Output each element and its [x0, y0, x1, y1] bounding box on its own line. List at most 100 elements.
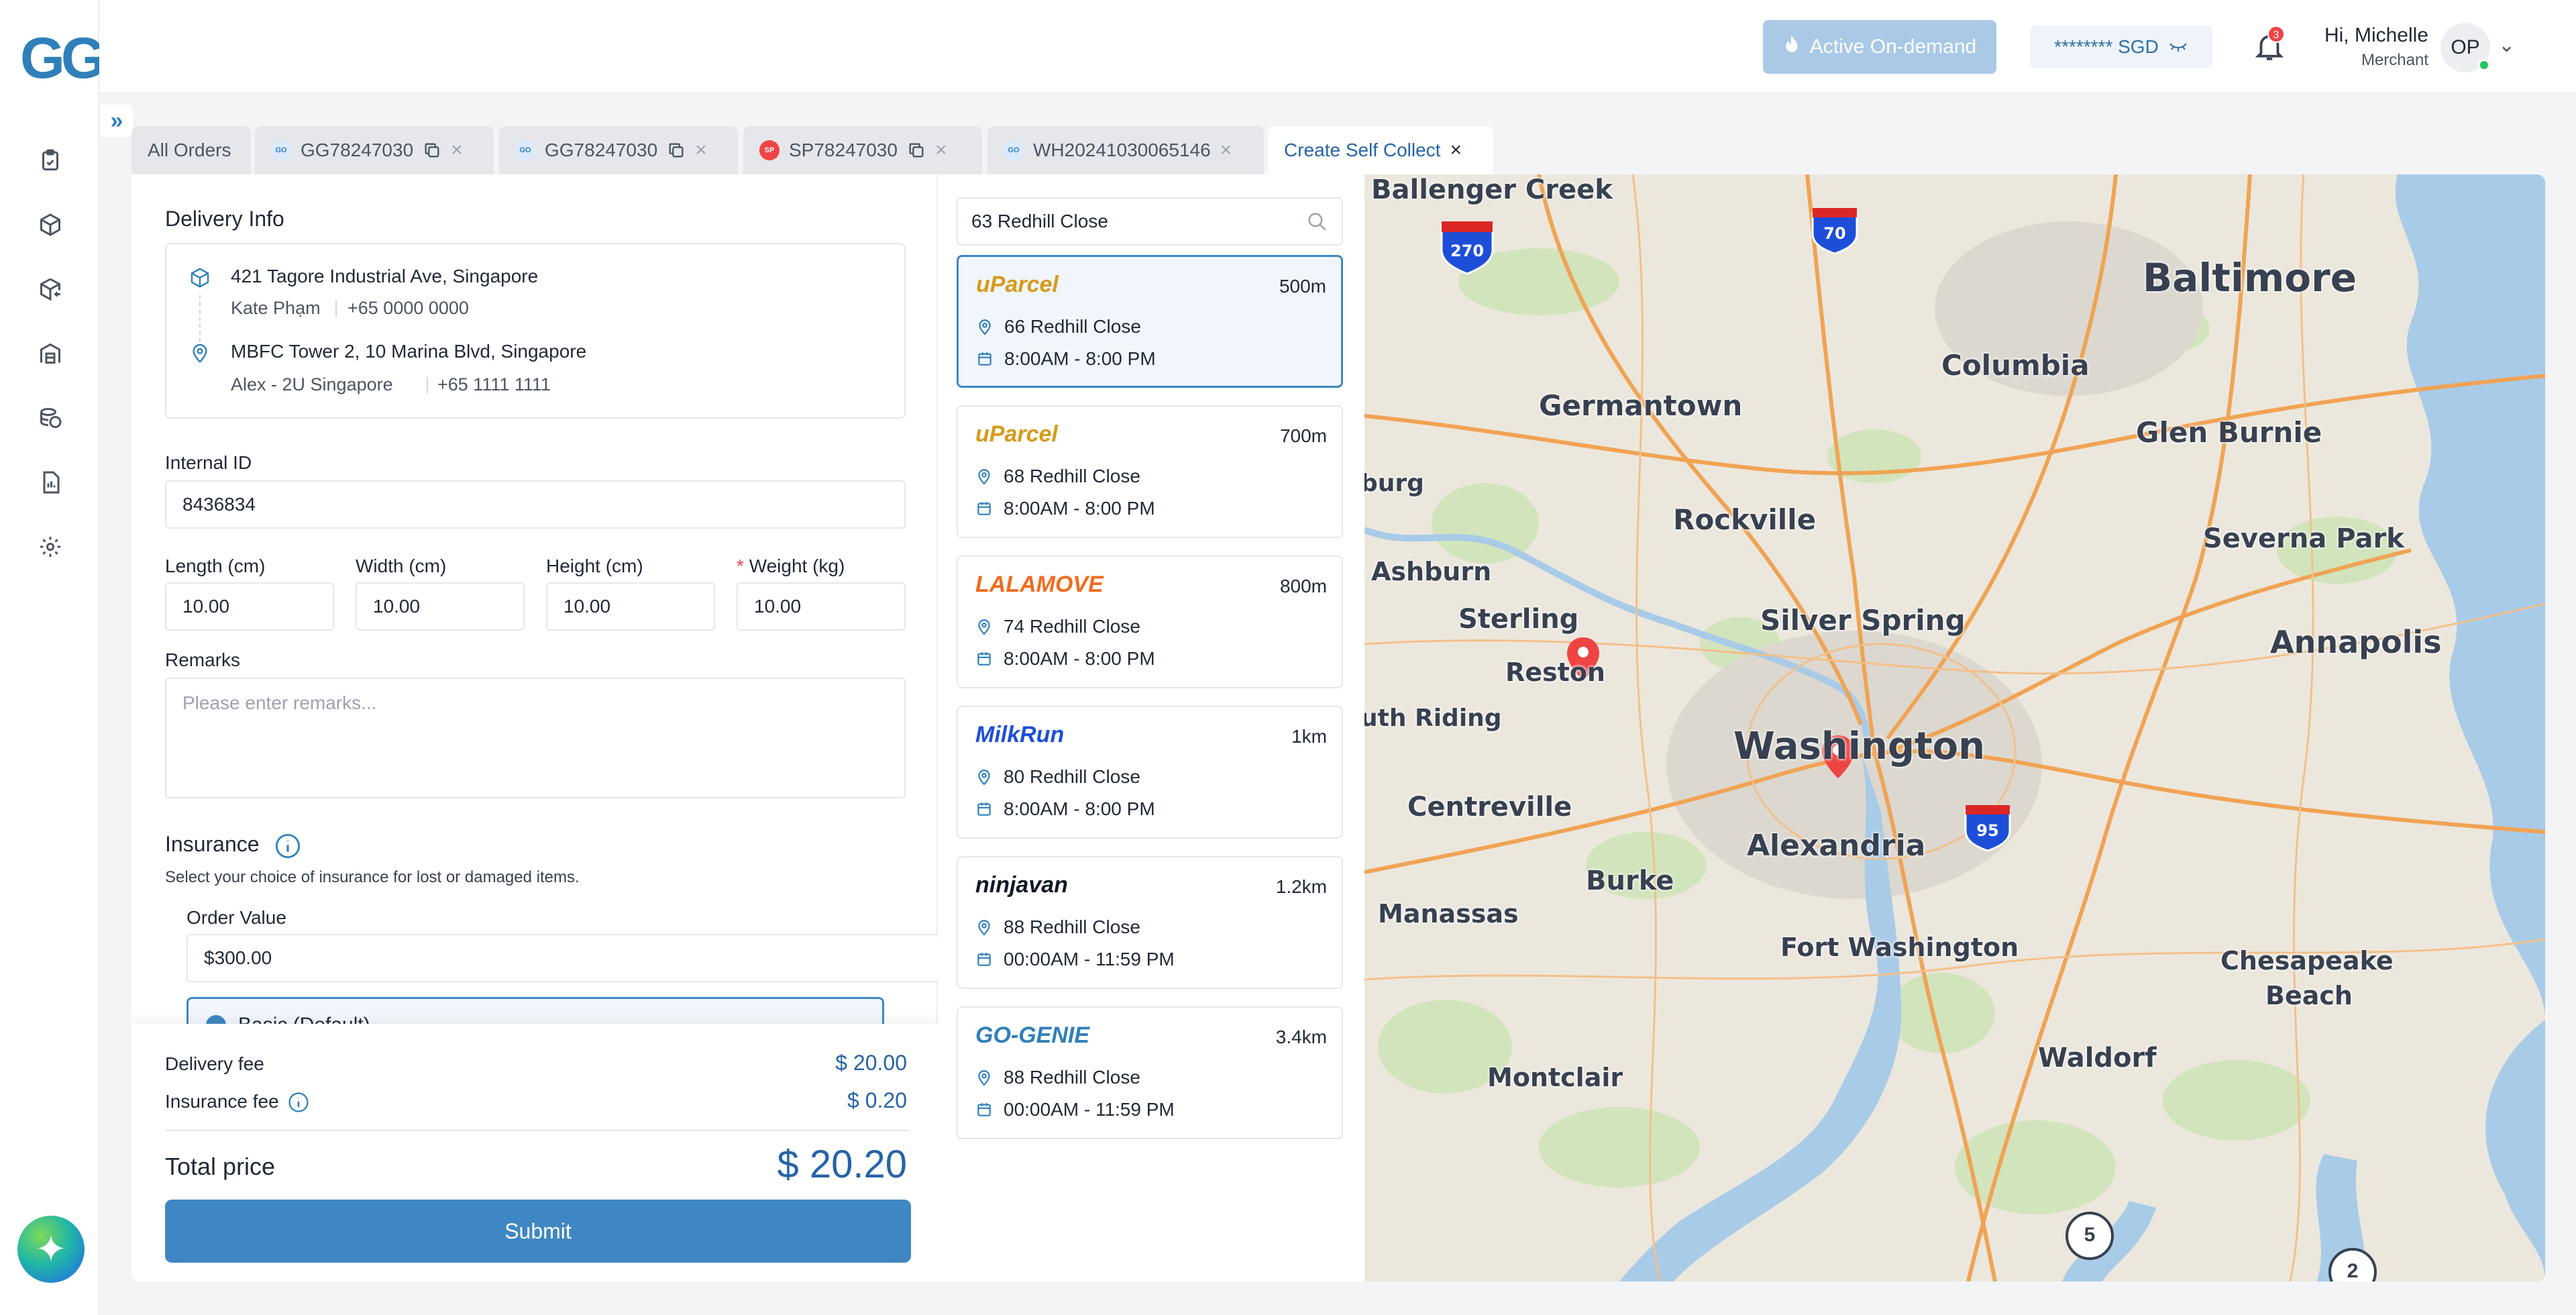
copy-icon[interactable] — [907, 141, 926, 160]
order-value-input[interactable] — [186, 934, 938, 982]
map-place-label: Waldorf — [2038, 1043, 2157, 1073]
point-hours-row: 00:00AM - 11:59 PM — [975, 1099, 1175, 1120]
point-address: 74 Redhill Close — [1004, 616, 1140, 637]
search-icon[interactable] — [1305, 210, 1328, 233]
package-icon[interactable] — [36, 211, 64, 239]
collect-point-card[interactable]: LALAMOVE 800m 74 Redhill Close 8:00AM - 8:0… — [957, 556, 1343, 688]
tab-order-wh20241030065146[interactable]: GO WH20241030065146 × — [987, 126, 1264, 174]
cluster-markers — [2065, 1212, 2377, 1281]
tab-create-self-collect[interactable]: Create Self Collect × — [1268, 126, 1493, 174]
map-place-label: Glen Burnie — [2136, 416, 2322, 449]
width-input[interactable] — [356, 582, 525, 631]
report-icon[interactable] — [36, 468, 64, 496]
tab-all-orders[interactable]: All Orders — [131, 126, 251, 174]
package-return-icon[interactable] — [36, 275, 64, 303]
cluster-count[interactable]: 2 — [2347, 1260, 2359, 1281]
package-icon — [191, 268, 209, 288]
finance-icon[interactable] — [36, 404, 64, 432]
tab-label: WH20241030065146 — [1033, 140, 1211, 160]
cluster-count[interactable]: 5 — [2084, 1224, 2096, 1246]
point-address-row: 88 Redhill Close — [975, 916, 1140, 938]
internal-id-input[interactable] — [165, 480, 906, 529]
calendar-icon — [977, 652, 991, 666]
tab-order-sp78247030[interactable]: SP SP78247030 × — [743, 126, 982, 174]
point-hours: 00:00AM - 11:59 PM — [1004, 1099, 1175, 1120]
location-pin-icon — [978, 619, 990, 635]
submit-button[interactable]: Submit — [165, 1200, 911, 1263]
collect-point-card[interactable]: MilkRun 1km 80 Redhill Close 8:00AM - 8:00 … — [957, 706, 1343, 839]
collect-point-card[interactable]: uParcel 500m 66 Redhill Close 8:00AM - 8:00… — [957, 255, 1343, 388]
copy-icon[interactable] — [667, 141, 686, 160]
settings-icon[interactable] — [36, 533, 64, 561]
delivery-address-box: 421 Tagore Industrial Ave, Singapore Kat… — [165, 243, 906, 419]
close-icon[interactable]: × — [934, 139, 947, 161]
tab-order-gg78247030-2[interactable]: GO GG78247030 × — [499, 126, 738, 174]
map-place-label: Washington — [1733, 725, 1986, 768]
length-input[interactable] — [165, 582, 334, 631]
point-address-row: 68 Redhill Close — [975, 466, 1140, 487]
warehouse-icon[interactable] — [36, 339, 64, 368]
point-address: 66 Redhill Close — [1004, 316, 1141, 337]
distance-label: 500m — [1279, 276, 1326, 297]
location-search-input[interactable]: 63 Redhill Close — [957, 197, 1343, 246]
delivery-info-title: Delivery Info — [165, 207, 284, 231]
map-place-label: Ballenger Creek — [1371, 174, 1613, 205]
balance-display[interactable]: ******** SGD — [2030, 25, 2212, 68]
collect-point-card[interactable]: uParcel 700m 68 Redhill Close 8:00AM - 8:00… — [957, 405, 1343, 538]
svg-text:95: 95 — [1976, 821, 1998, 840]
location-pin-icon — [978, 920, 990, 936]
eye-closed-icon[interactable] — [2168, 36, 2188, 58]
height-input[interactable] — [546, 582, 715, 631]
point-address: 80 Redhill Close — [1004, 766, 1140, 787]
collect-point-card[interactable]: ninjavan 1.2km 88 Redhill Close 00:00AM - 1… — [957, 856, 1343, 989]
close-icon[interactable]: × — [1450, 139, 1462, 161]
order-form-panel: Delivery Info 421 Tagore Industrial Ave,… — [131, 174, 938, 1281]
carrier-logo: LALAMOVE — [975, 572, 1104, 597]
insurance-title: Insurance — [165, 832, 260, 856]
orders-icon[interactable] — [36, 146, 64, 174]
order-value-label: Order Value — [186, 907, 286, 928]
distance-label: 3.4km — [1275, 1027, 1327, 1047]
weight-input[interactable] — [737, 582, 906, 631]
map-canvas[interactable]: 270 70 95 — [1364, 174, 2545, 1281]
total-price-value: $ 20.20 — [777, 1143, 907, 1186]
map-view[interactable]: 270 70 95 Ballenger Creek Baltimore Columb… — [1364, 174, 2545, 1281]
point-hours: 00:00AM - 11:59 PM — [1004, 949, 1175, 969]
gogenie-logo-icon: GO — [515, 140, 535, 160]
point-address: 88 Redhill Close — [1004, 916, 1140, 937]
point-hours-row: 8:00AM - 8:00 PM — [975, 798, 1155, 820]
map-place-label: Burke — [1586, 865, 1674, 896]
point-hours: 8:00AM - 8:00 PM — [1004, 348, 1156, 369]
map-place-label: Montclair — [1487, 1063, 1623, 1092]
flame-icon — [1783, 34, 1801, 60]
close-icon[interactable]: × — [451, 139, 463, 161]
divider — [165, 1130, 910, 1131]
map-place-label: Severna Park — [2203, 523, 2404, 554]
location-pin-icon — [978, 469, 990, 485]
gogenie-logo-icon: GO — [1004, 140, 1024, 160]
map-place-label: Baltimore — [2143, 255, 2357, 301]
divider — [427, 377, 428, 393]
length-label: Length (cm) — [165, 556, 266, 576]
tab-order-gg78247030-1[interactable]: GO GG78247030 × — [255, 126, 494, 174]
close-icon[interactable]: × — [695, 139, 707, 161]
carrier-logo: MilkRun — [975, 722, 1065, 747]
close-icon[interactable]: × — [1220, 139, 1232, 161]
map-place-label: Manassas — [1378, 899, 1519, 929]
ai-assistant-button[interactable]: ✦ — [17, 1216, 85, 1283]
map-place-label: Reston — [1505, 658, 1605, 687]
remarks-textarea[interactable] — [165, 678, 906, 798]
collect-point-card[interactable]: GO-GENIE 3.4km 88 Redhill Close 00:00AM - 1… — [957, 1006, 1343, 1139]
point-address: 68 Redhill Close — [1004, 466, 1140, 486]
chevron-down-icon[interactable]: ⌄ — [2498, 34, 2516, 56]
map-place-label: Fort Washington — [1780, 933, 2019, 962]
active-on-demand-button[interactable]: Active On-demand — [1763, 20, 1996, 74]
info-icon[interactable] — [287, 1091, 310, 1114]
info-icon[interactable] — [274, 832, 302, 860]
height-label: Height (cm) — [546, 556, 643, 576]
copy-icon[interactable] — [423, 141, 441, 160]
insurance-fee-label: Insurance fee — [165, 1091, 279, 1112]
expand-sidebar-button[interactable]: » — [101, 105, 133, 137]
svg-text:70: 70 — [1823, 224, 1845, 243]
brand-logo[interactable]: GG — [20, 26, 106, 91]
